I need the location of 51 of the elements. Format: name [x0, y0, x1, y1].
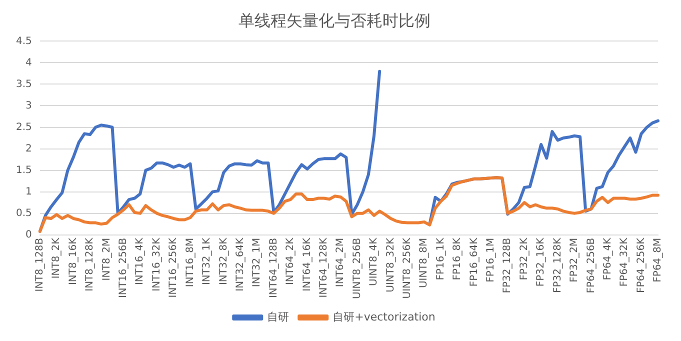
y-tick-label: 1.5	[16, 164, 32, 176]
y-tick-label: 1	[26, 186, 32, 198]
x-tick-label: UINT8_32K	[385, 237, 396, 292]
x-tick-label: INT16_256B	[118, 238, 130, 298]
x-tick-label: FP64_256B	[586, 238, 597, 294]
y-tick-label: 3	[26, 100, 32, 112]
x-tick-label: FP16_64K	[468, 237, 480, 287]
x-tick-label: INT64_128B	[268, 238, 280, 298]
x-tick-label: INT8_128K	[84, 237, 96, 292]
legend-label: 自研+vectorization	[332, 310, 436, 324]
x-tick-label: UINT8_4K	[368, 237, 380, 286]
x-tick-label: INT64_2K	[285, 237, 296, 286]
y-tick-label: 4.5	[16, 36, 32, 47]
x-tick-label: INT64_128K	[318, 237, 330, 298]
x-tick-label: INT16_8M	[184, 238, 196, 288]
x-tick-label: FP16_1K	[435, 237, 446, 280]
x-tick-label: INT16_4K	[134, 237, 146, 286]
x-tick-label: INT8_128B	[34, 238, 46, 292]
y-tick-label: 2.5	[16, 122, 32, 133]
x-tick-label: UINT8_256K	[402, 237, 414, 299]
x-tick-label: FP32_128B	[502, 238, 514, 294]
x-tick-label: INT16_32K	[151, 237, 162, 292]
x-tick-label: INT64_2M	[335, 238, 346, 288]
x-tick-label: INT8_2M	[101, 238, 112, 281]
x-tick-label: INT32_8K	[218, 237, 230, 286]
x-tick-label: FP64_256K	[636, 237, 647, 293]
x-tick-label: FP32_2M	[569, 238, 580, 282]
x-tick-label: FP32_128K	[552, 237, 564, 293]
y-tick-label: 0	[26, 229, 32, 240]
x-tick-label: FP64_32K	[619, 237, 630, 287]
y-tick-label: 3.5	[16, 78, 32, 90]
x-tick-label: FP32_16K	[536, 237, 547, 287]
x-tick-label: UINT8_8M	[418, 238, 430, 288]
chart-title: 单线程矢量化与否耗时比例	[238, 10, 430, 30]
x-tick-label: FP64_4K	[602, 237, 614, 280]
x-tick-label: FP16_1M	[486, 238, 497, 282]
x-tick-label: FP16_8K	[452, 237, 464, 280]
x-tick-label: INT32_1K	[202, 237, 213, 286]
x-tick-label: INT8_2K	[51, 237, 62, 279]
x-tick-label: FP64_8M	[652, 238, 664, 282]
y-tick-label: 2	[26, 143, 32, 154]
y-tick-label: 4	[26, 57, 32, 68]
x-tick-label: INT8_16K	[68, 237, 79, 286]
x-tick-label: INT16_256K	[168, 237, 180, 298]
legend-label: 自研	[267, 310, 290, 324]
x-tick-label: FP32_2K	[518, 237, 530, 280]
x-tick-label: INT32_1M	[252, 238, 263, 288]
x-tick-label: UINT8_256B	[352, 238, 363, 300]
x-tick-label: INT64_16K	[302, 237, 313, 292]
y-tick-label: 0.5	[16, 208, 32, 219]
x-tick-label: INT32_64K	[234, 237, 246, 292]
